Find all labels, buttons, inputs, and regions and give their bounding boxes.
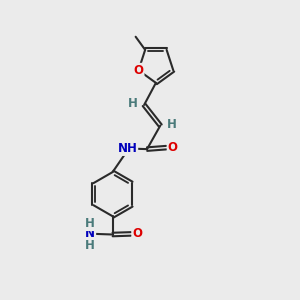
Text: O: O <box>168 141 178 154</box>
Text: O: O <box>134 64 143 77</box>
Text: H: H <box>85 238 95 252</box>
Text: H: H <box>167 118 176 130</box>
Text: O: O <box>132 227 142 240</box>
Text: NH: NH <box>117 142 137 155</box>
Text: H: H <box>128 97 138 110</box>
Text: H: H <box>85 217 95 230</box>
Text: N: N <box>85 227 95 240</box>
